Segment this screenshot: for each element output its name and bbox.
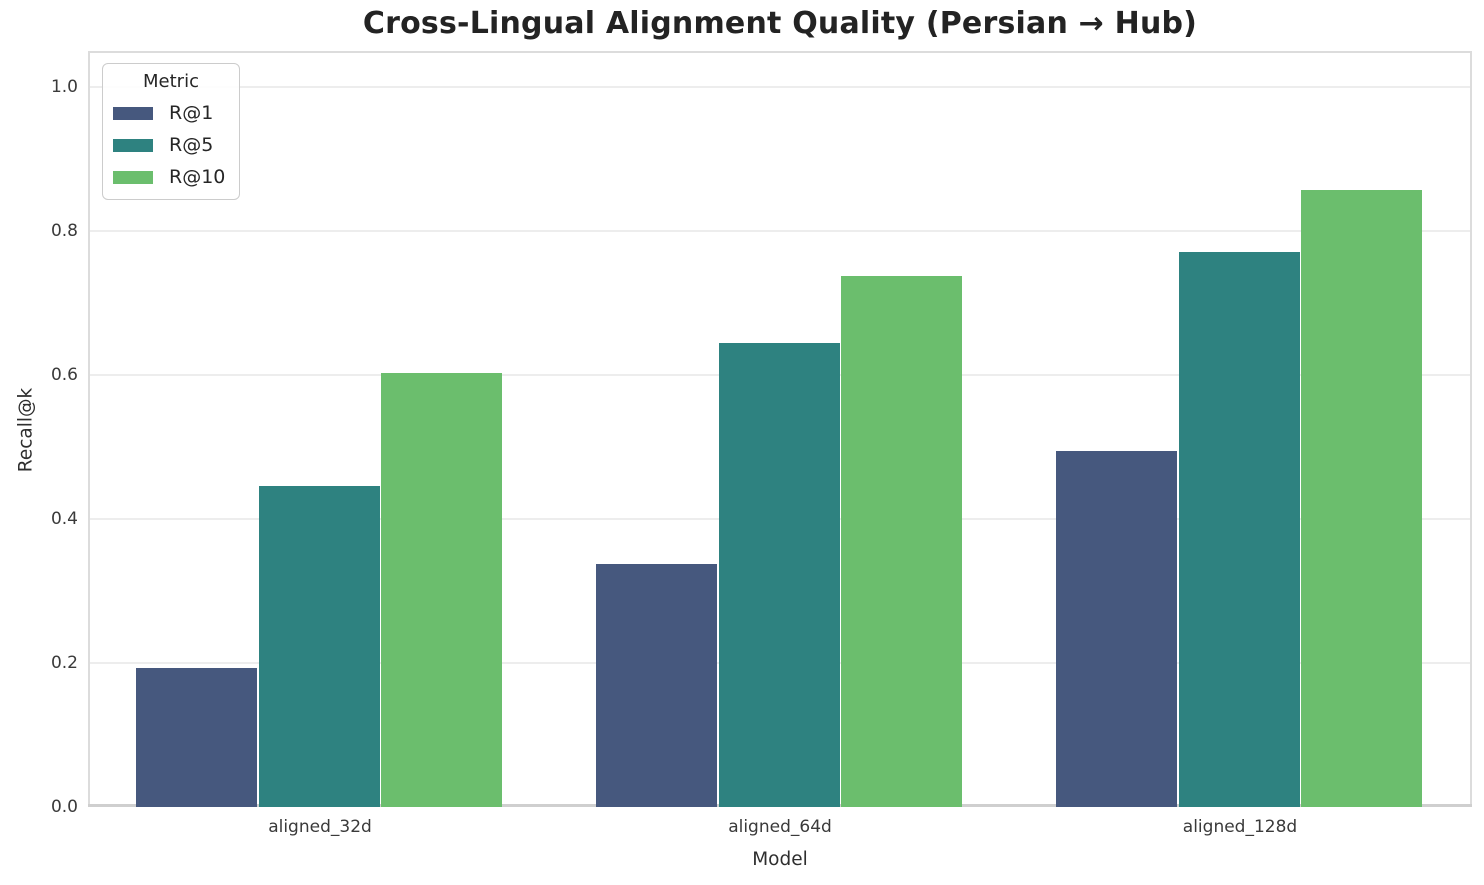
axis-spine-right (1470, 53, 1472, 807)
chart-title: Cross-Lingual Alignment Quality (Persian… (362, 6, 1198, 41)
bar-R@5-aligned_128d (1179, 252, 1300, 807)
legend-label: R@5 (169, 134, 214, 156)
gridline (90, 229, 1470, 232)
y-tick-label: 0.6 (50, 364, 78, 385)
bar-R@10-aligned_64d (841, 276, 962, 807)
legend-item: R@10 (113, 166, 229, 188)
axis-spine-left (88, 53, 90, 807)
legend-swatch-R@1 (113, 106, 153, 120)
x-tick-label: aligned_32d (268, 817, 372, 837)
legend-swatch-R@5 (113, 138, 153, 152)
legend-item: R@1 (113, 102, 229, 124)
legend-label: R@1 (169, 102, 214, 124)
plot-area: Metric R@1 R@5 R@10 (90, 53, 1470, 807)
bar-R@5-aligned_32d (259, 486, 380, 807)
y-tick-label: 0.4 (50, 508, 78, 529)
axis-spine-top (88, 51, 1472, 53)
bar-R@10-aligned_32d (381, 373, 502, 807)
y-tick-label: 0.8 (50, 220, 78, 241)
bar-R@1-aligned_128d (1056, 451, 1177, 807)
x-axis-label: Model (752, 849, 808, 870)
bar-R@5-aligned_64d (719, 343, 840, 807)
x-tick-label: aligned_64d (728, 817, 832, 837)
legend-items: R@1 R@5 R@10 (113, 102, 229, 188)
x-tick-label: aligned_128d (1182, 817, 1298, 837)
legend-label: R@10 (169, 166, 226, 188)
legend-title: Metric (143, 71, 199, 92)
bar-R@10-aligned_128d (1301, 190, 1422, 807)
legend-swatch-R@10 (113, 170, 153, 184)
y-tick-label: 0.2 (50, 652, 78, 673)
y-tick-label: 0.0 (50, 797, 78, 817)
legend: Metric R@1 R@5 R@10 (102, 63, 240, 200)
bar-R@1-aligned_32d (136, 668, 257, 807)
gridline (90, 85, 1470, 88)
legend-item: R@5 (113, 134, 229, 156)
bar-R@1-aligned_64d (596, 564, 717, 807)
y-axis-label: Recall@k (15, 387, 37, 473)
y-tick-label: 1.0 (50, 76, 78, 97)
